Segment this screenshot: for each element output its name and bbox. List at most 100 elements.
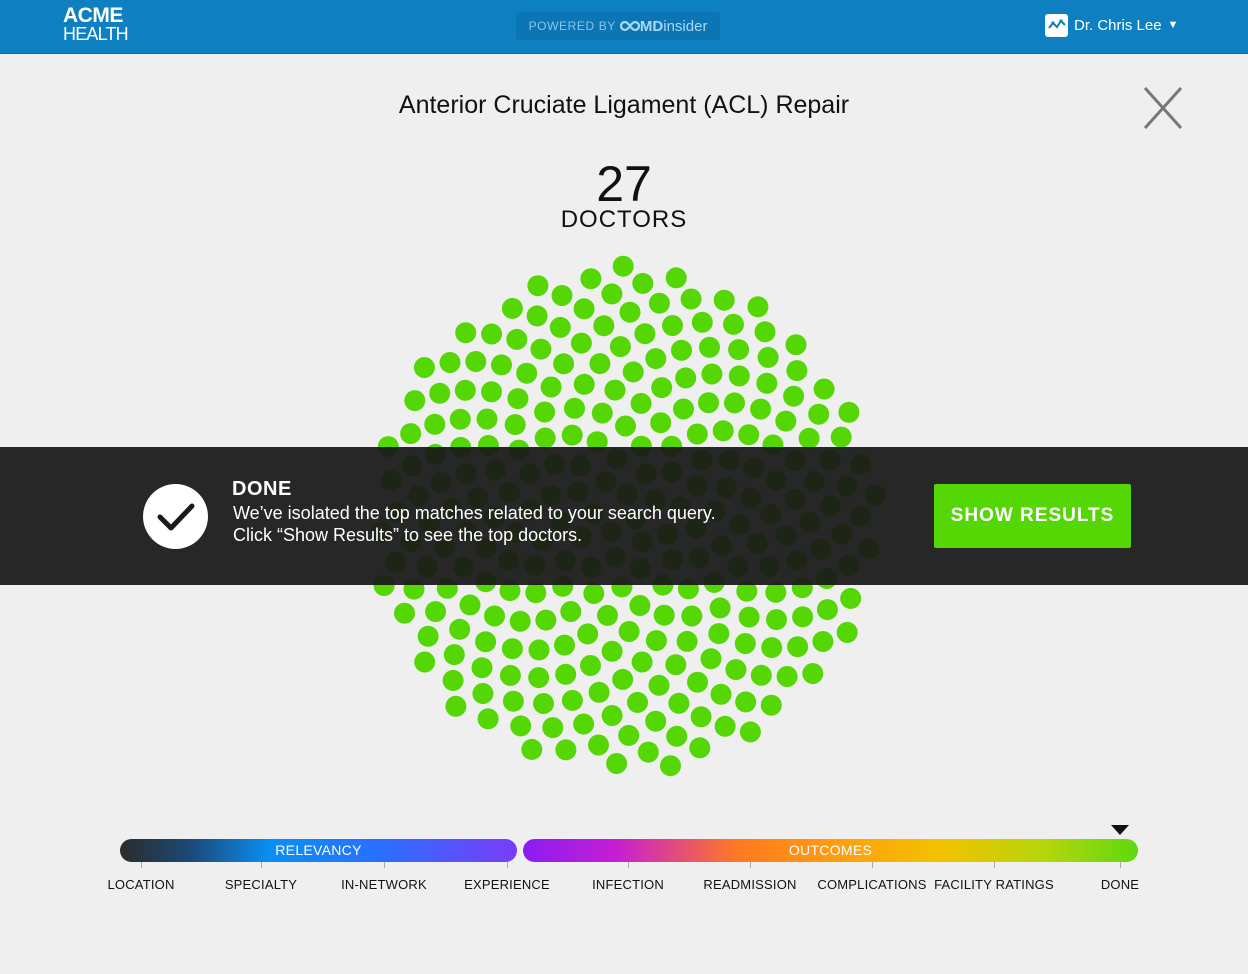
doctor-dot: [660, 755, 681, 777]
doctor-dot: [484, 605, 505, 627]
doctor-dot: [734, 633, 756, 654]
doctor-dot: [593, 315, 615, 337]
doctor-dot: [481, 323, 503, 345]
logo-line-1: ACME: [63, 4, 123, 27]
doctor-dot: [750, 664, 772, 686]
doctor-dot: [648, 292, 670, 314]
doctor-dot: [612, 668, 634, 690]
doctor-dot: [553, 353, 575, 375]
doctor-dot: [443, 644, 465, 666]
doctor-dot: [838, 401, 860, 423]
doctor-dot: [673, 398, 694, 420]
doctor-dot: [573, 713, 595, 735]
doctor-dot: [776, 666, 798, 687]
doctor-dot: [583, 583, 605, 604]
doctor-dot: [481, 381, 502, 403]
doctor-dot: [601, 283, 623, 305]
tick-done: [1120, 862, 1121, 868]
doctor-dot: [549, 316, 571, 338]
doctor-dot: [687, 671, 708, 693]
doctor-count-label: DOCTORS: [560, 206, 688, 233]
doctor-dot: [404, 390, 426, 412]
banner-line-2: Click “Show Results” to see the top doct…: [233, 525, 583, 545]
doctor-dot: [491, 354, 512, 376]
doctor-dot: [728, 365, 750, 387]
doctor-dot: [816, 599, 838, 621]
user-menu[interactable]: Dr. Chris Lee ▼: [1045, 13, 1178, 37]
doctor-dot: [534, 401, 556, 423]
doctor-dot: [504, 414, 526, 436]
doctor-dot: [712, 420, 734, 442]
doctor-dot: [637, 741, 659, 763]
acme-health-logo[interactable]: ACME HEALTH: [63, 4, 129, 44]
tick-specialty: [261, 862, 262, 868]
step-facility-ratings: FACILITY RATINGS: [934, 877, 1054, 892]
mdinsider-logo: MD insider: [619, 17, 708, 35]
doctor-dot: [802, 663, 824, 684]
doctor-dot: [812, 631, 834, 652]
doctor-dot: [634, 323, 656, 345]
checkmark-icon: [143, 484, 208, 549]
brand-thin: insider: [663, 17, 708, 35]
doctor-dot: [612, 255, 634, 277]
doctor-dot: [449, 408, 471, 430]
doctor-dot: [528, 667, 550, 689]
doctor-dot: [615, 415, 636, 437]
doctor-dot: [429, 382, 451, 404]
relevancy-bar: RELEVANCY: [120, 839, 517, 862]
doctor-dot: [475, 631, 497, 653]
doctor-dot: [506, 328, 528, 350]
doctor-dot: [756, 372, 778, 394]
doctor-dot: [477, 708, 499, 730]
doctor-dot: [738, 606, 760, 628]
doctor-dot: [725, 659, 747, 681]
doctor-dot: [629, 595, 651, 616]
doctor-dot: [700, 648, 722, 670]
doctor-dot: [525, 582, 547, 604]
doctor-dot: [499, 580, 521, 602]
doctor-dot: [454, 379, 476, 401]
doctor-dot: [735, 691, 757, 713]
doctor-dot: [442, 669, 464, 691]
powered-by-text: POWERED BY: [528, 19, 616, 33]
doctor-dot: [510, 715, 532, 737]
doctor-dot: [689, 737, 711, 759]
show-results-button[interactable]: SHOW RESULTS: [934, 484, 1131, 548]
doctor-dot: [509, 610, 531, 632]
doctor-dot: [414, 651, 436, 673]
step-readmission: READMISSION: [703, 877, 797, 892]
doctor-dot: [686, 423, 708, 445]
doctor-dot: [785, 334, 807, 356]
relevancy-label: RELEVANCY: [275, 842, 362, 858]
doctor-dot: [528, 639, 550, 661]
step-experience: EXPERIENCE: [464, 877, 550, 892]
doctor-dot: [691, 311, 713, 333]
doctor-dot: [564, 397, 585, 419]
tick-in-network: [384, 862, 385, 868]
doctor-dot: [662, 315, 683, 336]
caret-down-icon: ▼: [1167, 19, 1179, 31]
doctor-dot: [465, 351, 487, 372]
doctor-dot: [534, 427, 556, 449]
doctor-dot: [798, 427, 820, 449]
doctor-dot: [632, 272, 654, 294]
doctor-dot: [653, 604, 675, 626]
doctor-dot: [526, 305, 548, 327]
doctor-dot: [580, 655, 601, 676]
doctor-dot: [680, 288, 702, 310]
doctor-dot: [542, 717, 564, 739]
doctor-dot: [676, 630, 698, 652]
doctor-dot: [588, 734, 609, 756]
doctor-dot: [786, 360, 808, 382]
doctor-dot: [622, 361, 644, 383]
doctor-dot: [577, 623, 599, 645]
doctor-dot: [671, 339, 692, 361]
doctor-dot: [665, 654, 687, 676]
step-in-network: IN-NETWORK: [341, 877, 427, 892]
doctor-dot: [750, 398, 772, 420]
brand-bold: MD: [639, 17, 664, 35]
close-x-icon[interactable]: [1141, 85, 1185, 131]
doctor-dot: [738, 424, 760, 446]
doctor-dot: [591, 402, 613, 424]
chart-avatar-icon: [1045, 13, 1068, 37]
